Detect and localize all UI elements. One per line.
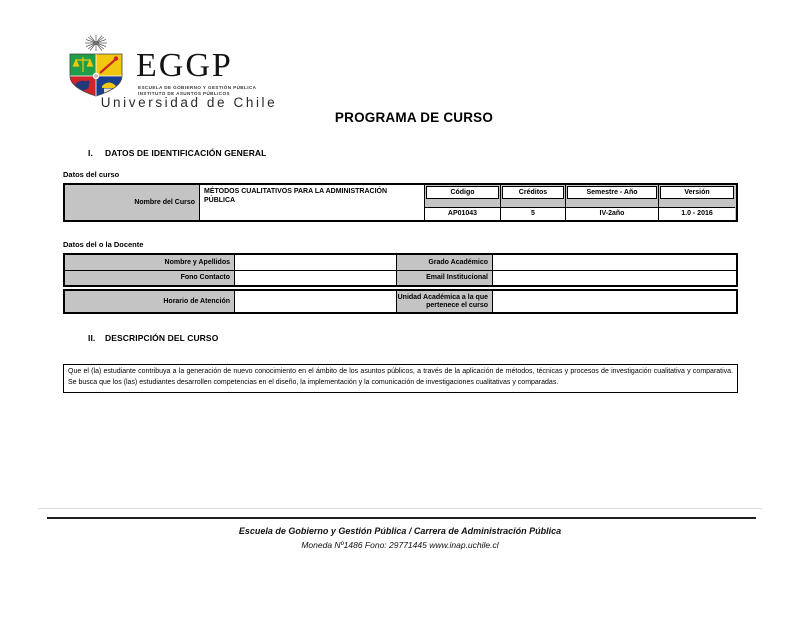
email-institucional-value [493, 271, 736, 285]
course-col-creditos: Créditos 5 [500, 185, 565, 220]
course-name-value: MÉTODOS CUALITATIVOS PARA LA ADMINISTRAC… [200, 185, 424, 220]
logo-acronym: EGGP [136, 47, 233, 84]
section-1-label: DATOS DE IDENTIFICACIÓN GENERAL [105, 148, 267, 158]
course-col-version: Versión 1.0 - 2016 [658, 185, 735, 220]
codigo-value: AP01043 [425, 207, 500, 220]
version-value: 1.0 - 2016 [659, 207, 735, 220]
footer-faint-rule [38, 508, 762, 509]
semestre-value: IV-2año [566, 207, 658, 220]
section-2-numeral: II. [88, 333, 96, 343]
torch-glyph [99, 56, 119, 74]
table-row: Nombre y Apellidos Grado Académico [65, 255, 736, 270]
page-title: PROGRAMA DE CURSO [334, 110, 494, 125]
scales-glyph [72, 57, 94, 72]
footer-school-line: Escuela de Gobierno y Gestión Pública / … [238, 526, 562, 536]
version-header: Versión [660, 186, 734, 199]
grado-academico-label: Grado Académico [397, 255, 493, 270]
course-col-codigo: Código AP01043 [424, 185, 500, 220]
logo-subtitle: ESCUELA DE GOBIERNO Y GESTIÓN PÚBLICA IN… [138, 85, 256, 96]
course-description: Que el (la) estudiante contribuya a la g… [63, 364, 738, 393]
table-row: Fono Contacto Email Institucional [65, 270, 736, 285]
section-1-heading: I. DATOS DE IDENTIFICACIÓN GENERAL [88, 148, 266, 158]
grado-academico-value [493, 255, 736, 270]
docente-table-lower: Horario de Atención Unidad Académica a l… [63, 289, 738, 314]
university-crest-icon [69, 35, 123, 97]
section-2-heading: II. DESCRIPCIÓN DEL CURSO [88, 333, 218, 343]
fono-contacto-value [235, 271, 397, 285]
footer-contact-line: Moneda Nº1486 Fono: 29771445 www.inap.uc… [301, 540, 499, 550]
semestre-header: Semestre - Año [567, 186, 657, 199]
unidad-academica-value [493, 291, 736, 312]
docente-table-upper: Nombre y Apellidos Grado Académico Fono … [63, 253, 738, 287]
course-table: Nombre del Curso MÉTODOS CUALITATIVOS PA… [63, 183, 738, 222]
dome-glyph [102, 82, 116, 93]
course-table-caption: Datos del curso [63, 170, 120, 179]
unidad-academica-label: Unidad Académica a la que pertenece el c… [397, 291, 493, 312]
horario-atencion-value [235, 291, 397, 312]
email-institucional-label: Email Institucional [397, 271, 493, 285]
nombre-apellidos-value [235, 255, 397, 270]
course-name-label: Nombre del Curso [65, 185, 200, 220]
section-1-numeral: I. [88, 148, 93, 158]
section-2-label: DESCRIPCIÓN DEL CURSO [105, 333, 219, 343]
course-col-semestre: Semestre - Año IV-2año [565, 185, 658, 220]
logo-subtitle-line1: ESCUELA DE GOBIERNO Y GESTIÓN PÚBLICA [138, 85, 257, 90]
university-name: Universidad de Chile [100, 95, 278, 110]
creditos-value: 5 [501, 207, 565, 220]
creditos-header: Créditos [502, 186, 564, 199]
codigo-header: Código [426, 186, 499, 199]
table-row: Horario de Atención Unidad Académica a l… [65, 291, 736, 312]
logo-subtitle-line2: INSTITUTO DE ASUNTOS PÚBLICOS [138, 90, 230, 96]
docente-table-caption: Datos del o la Docente [63, 240, 144, 249]
nombre-apellidos-label: Nombre y Apellidos [65, 255, 235, 270]
horario-atencion-label: Horario de Atención [65, 291, 235, 312]
footer-rule [47, 517, 756, 519]
fono-contacto-label: Fono Contacto [65, 271, 235, 285]
